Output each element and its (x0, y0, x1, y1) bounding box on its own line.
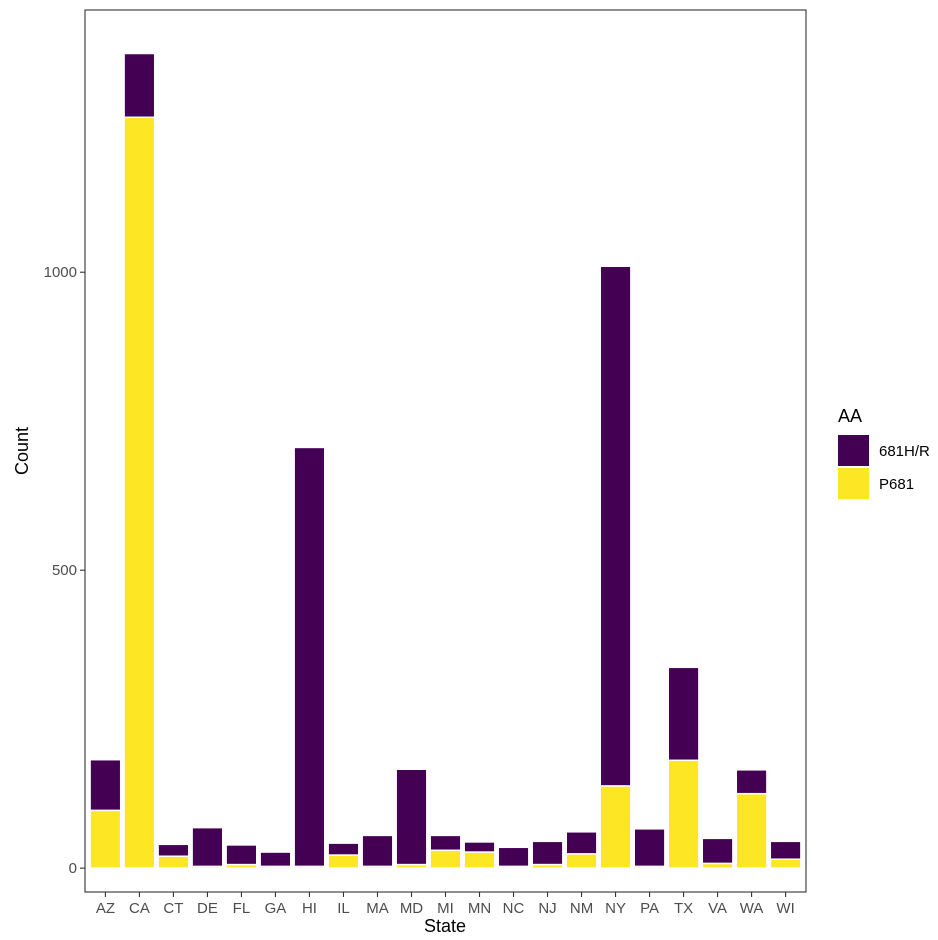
bar-nm-681h-r (565, 831, 598, 855)
bar-hi-681h-r (293, 446, 326, 868)
bar-ca-p681 (123, 116, 156, 869)
bar-md-681h-r (395, 768, 428, 866)
bar-az-681h-r (89, 758, 122, 812)
y-tick-label: 0 (69, 860, 77, 877)
y-tick-label: 500 (52, 562, 77, 579)
x-tick-label: AZ (96, 900, 115, 917)
x-tick-label: NJ (538, 900, 556, 917)
bar-ct-p681 (157, 855, 190, 869)
legend-label: 681H/R (879, 443, 930, 460)
x-tick-label: WA (740, 900, 764, 917)
x-tick-label: PA (640, 900, 659, 917)
legend-label: P681 (879, 476, 914, 493)
bar-ny-p681 (599, 785, 632, 869)
bar-ny-681h-r (599, 265, 632, 787)
bar-va-681h-r (701, 837, 734, 865)
bar-mi-681h-r (429, 834, 462, 852)
x-tick-label: MN (468, 900, 491, 917)
x-tick-label: NY (605, 900, 626, 917)
x-tick-label: DE (197, 900, 218, 917)
x-tick-label: NM (570, 900, 593, 917)
bar-az-p681 (89, 809, 122, 869)
x-tick-label: VA (708, 900, 727, 917)
legend-title: AA (838, 406, 862, 426)
bar-ma-681h-r (361, 834, 394, 868)
bar-nc-681h-r (497, 846, 530, 868)
bar-wa-p681 (735, 792, 768, 869)
x-tick-label: MI (437, 900, 454, 917)
bar-mn-681h-r (463, 841, 496, 853)
bar-mn-p681 (463, 851, 496, 869)
y-tick-label: 1000 (44, 264, 77, 281)
x-tick-label: TX (674, 900, 693, 917)
x-tick-label: CT (163, 900, 183, 917)
bar-pa-681h-r (633, 828, 666, 868)
bar-wi-681h-r (769, 840, 802, 860)
bar-nm-p681 (565, 853, 598, 869)
x-tick-label: NC (503, 900, 525, 917)
x-tick-label: WI (776, 900, 794, 917)
bar-ca-681h-r (123, 52, 156, 119)
legend: AA 681H/R P681 (838, 406, 930, 499)
bar-fl-681h-r (225, 844, 258, 866)
bar-ga-681h-r (259, 851, 292, 868)
bar-ct-681h-r (157, 843, 190, 857)
bar-de-681h-r (191, 826, 224, 868)
bar-il-681h-r (327, 842, 360, 856)
x-axis: AZ CA CT DE FL GA HI IL MA MD MI MN NC NJ NM NY PA TX VA WA… (96, 892, 795, 917)
x-tick-label: HI (302, 900, 317, 917)
bar-wa-681h-r (735, 769, 768, 795)
bar-nj-681h-r (531, 840, 564, 866)
bar-tx-p681 (667, 759, 700, 869)
bar-il-p681 (327, 854, 360, 869)
legend-key-p681 (838, 468, 869, 499)
x-tick-label: GA (265, 900, 287, 917)
bar-wi-p681 (769, 858, 802, 869)
x-tick-label: MA (366, 900, 389, 917)
x-tick-label: FL (233, 900, 251, 917)
x-tick-label: CA (129, 900, 150, 917)
y-axis-title: Count (12, 427, 32, 475)
bars-layer (89, 52, 802, 869)
x-axis-title: State (424, 916, 466, 936)
y-axis: 0 500 1000 (44, 264, 85, 877)
bar-mi-p681 (429, 849, 462, 869)
bar-tx-681h-r (667, 666, 700, 762)
x-tick-label: MD (400, 900, 423, 917)
x-tick-label: IL (337, 900, 350, 917)
legend-key-681h-r (838, 435, 869, 466)
